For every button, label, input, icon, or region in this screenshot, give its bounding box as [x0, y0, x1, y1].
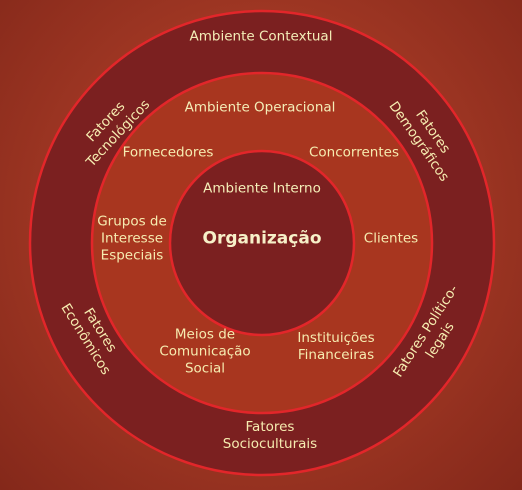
- item-concorrentes: Concorrentes: [309, 144, 399, 161]
- factor-politico-legais: Fatores Político- legais: [363, 282, 487, 380]
- factor-demograficos-text: Fatores Demográficos: [385, 98, 454, 185]
- outer-ring-title: Ambiente Contextual: [189, 28, 333, 45]
- factor-socioculturais: Fatores Socioculturais: [222, 419, 318, 452]
- center-organizacao: Organização: [202, 228, 322, 249]
- factor-economicos: Fatores Econômicos: [35, 301, 133, 378]
- item-grupos-interesse: Grupos de Interesse Especiais: [97, 213, 167, 264]
- middle-ring-title: Ambiente Operacional: [184, 99, 336, 116]
- factor-economicos-text: Fatores Econômicos: [57, 300, 120, 378]
- item-fornecedores: Fornecedores: [122, 144, 214, 161]
- item-clientes: Clientes: [363, 230, 419, 247]
- item-meios-comunicacao: Meios de Comunicação Social: [159, 326, 251, 377]
- item-instituicoes-financeiras: Instituições Financeiras: [297, 330, 375, 363]
- inner-circle: [168, 149, 356, 337]
- inner-circle-title: Ambiente Interno: [203, 180, 321, 197]
